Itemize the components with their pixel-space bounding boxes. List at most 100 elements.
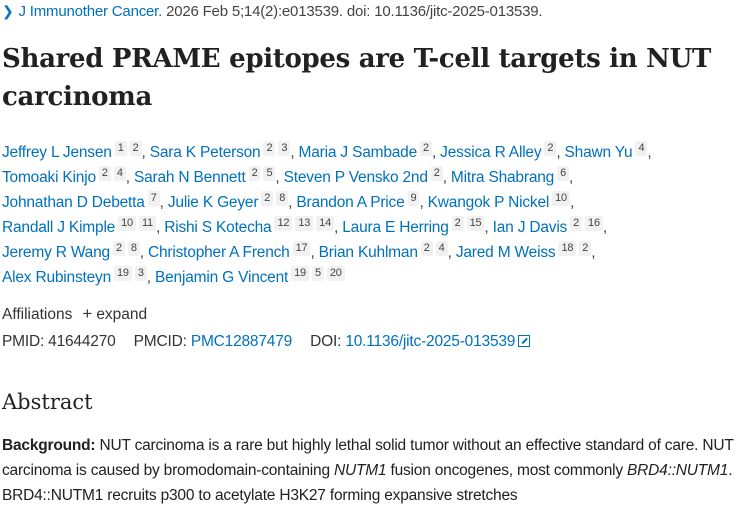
author-link[interactable]: Mitra Shabrang bbox=[450, 169, 555, 186]
author-link[interactable]: Laura E Herring bbox=[342, 219, 449, 236]
separator: , bbox=[431, 144, 441, 161]
expand-button[interactable]: expand bbox=[96, 306, 148, 323]
affiliation-ref[interactable]: 2 bbox=[129, 141, 142, 156]
author-link[interactable]: Johnathan D Debetta bbox=[2, 194, 145, 211]
affiliation-ref[interactable]: 16 bbox=[585, 216, 603, 231]
affiliation-ref[interactable]: 2 bbox=[579, 241, 592, 256]
affiliations-label: Affiliations bbox=[2, 306, 73, 323]
affiliation-ref[interactable]: 2 bbox=[261, 191, 274, 206]
separator: , bbox=[155, 219, 165, 236]
affiliation-ref[interactable]: 2 bbox=[98, 166, 111, 181]
separator: , bbox=[447, 244, 456, 261]
affiliation-ref[interactable]: 14 bbox=[316, 216, 335, 231]
affiliation-ref[interactable]: 1 bbox=[114, 141, 127, 156]
doi-label: DOI: bbox=[310, 333, 342, 350]
author-list: Jeffrey L Jensen 1 2, Sara K Peterson 2 3, M… bbox=[2, 140, 652, 290]
affiliation-ref[interactable]: 2 bbox=[248, 166, 261, 181]
author-link[interactable]: Alex Rubinsteyn bbox=[2, 269, 112, 286]
affiliation-ref[interactable]: 10 bbox=[552, 191, 570, 206]
author-line: Tomoaki Kinjo 2 4, Sarah N Bennett 2 5, Stev… bbox=[2, 165, 652, 190]
doi-link[interactable]: 10.1136/jitc-2025-013539 bbox=[345, 333, 516, 350]
author-link[interactable]: Jeffrey L Jensen bbox=[2, 144, 112, 161]
author-link[interactable]: Shawn Yu bbox=[564, 144, 633, 161]
author-link[interactable]: Sara K Peterson bbox=[149, 144, 261, 161]
affiliation-ref[interactable]: 4 bbox=[113, 166, 126, 181]
affiliation-ref[interactable]: 2 bbox=[420, 241, 433, 256]
author-link[interactable]: Tomoaki Kinjo bbox=[2, 169, 96, 186]
affiliation-ref[interactable]: 2 bbox=[263, 141, 276, 156]
affiliation-ref[interactable]: 2 bbox=[570, 216, 583, 231]
affiliation-ref[interactable]: 3 bbox=[278, 141, 291, 156]
author-link[interactable]: Kwangok P Nickel bbox=[427, 194, 550, 211]
author-line: Randall J Kimple 10 11, Rishi S Kotecha 12 1… bbox=[2, 215, 652, 240]
author-line: Jeremy R Wang 2 8, Christopher A French 17,… bbox=[2, 240, 652, 265]
author-link[interactable]: Randall J Kimple bbox=[2, 219, 116, 236]
separator: , bbox=[442, 169, 451, 186]
affiliation-ref[interactable]: 2 bbox=[420, 141, 432, 156]
affiliation-ref[interactable]: 10 bbox=[118, 216, 136, 231]
affiliation-ref[interactable]: 2 bbox=[112, 241, 125, 256]
affiliation-ref[interactable]: 19 bbox=[291, 266, 309, 281]
identifiers: PMID: 41644270 PMCID: PMC12887479 DOI: 1… bbox=[2, 333, 531, 351]
affiliation-ref[interactable]: 4 bbox=[435, 241, 448, 256]
separator: , bbox=[139, 244, 148, 261]
separator: , bbox=[591, 244, 596, 261]
affiliation-ref[interactable]: 18 bbox=[558, 241, 577, 256]
affiliation-ref[interactable]: 19 bbox=[114, 266, 132, 281]
citation: ❯ J Immunother Cancer. 2026 Feb 5;14(2):e… bbox=[2, 3, 543, 20]
author-link[interactable]: Sarah N Bennett bbox=[133, 169, 246, 186]
separator: , bbox=[569, 169, 574, 186]
separator: , bbox=[310, 244, 319, 261]
separator: , bbox=[125, 169, 134, 186]
affiliation-ref[interactable]: 15 bbox=[466, 216, 485, 231]
affiliation-ref[interactable]: 12 bbox=[274, 216, 293, 231]
author-link[interactable]: Steven P Vensko 2nd bbox=[283, 169, 428, 186]
affiliation-ref[interactable]: 4 bbox=[635, 141, 648, 156]
citation-details: 2026 Feb 5;14(2):e013539. doi: 10.1136/j… bbox=[166, 3, 543, 20]
author-link[interactable]: Jeremy R Wang bbox=[2, 244, 110, 261]
author-line: Alex Rubinsteyn 19 3, Benjamin G Vincent 19… bbox=[2, 265, 652, 290]
affiliation-ref[interactable]: 8 bbox=[276, 191, 289, 206]
affiliation-ref[interactable]: 6 bbox=[557, 166, 570, 181]
affiliation-ref[interactable]: 11 bbox=[138, 216, 156, 231]
author-link[interactable]: Brian Kuhlman bbox=[318, 244, 418, 261]
abstract-heading: Abstract bbox=[2, 390, 93, 414]
separator: , bbox=[419, 194, 428, 211]
affiliation-ref[interactable]: 9 bbox=[407, 191, 420, 206]
author-link[interactable]: Jessica R Alley bbox=[440, 144, 542, 161]
separator: , bbox=[647, 144, 652, 161]
author-line: Jeffrey L Jensen 1 2, Sara K Peterson 2 3, M… bbox=[2, 140, 652, 165]
chevron-right-icon[interactable]: ❯ bbox=[2, 3, 14, 19]
author-link[interactable]: Ian J Davis bbox=[492, 219, 568, 236]
gene-name: NUTM1 bbox=[333, 462, 387, 479]
page-title: Shared PRAME epitopes are T-cell targets… bbox=[2, 44, 711, 112]
external-link-icon[interactable] bbox=[518, 335, 531, 347]
separator: , bbox=[146, 269, 155, 286]
affiliation-ref[interactable]: 3 bbox=[134, 266, 147, 281]
affiliation-ref[interactable]: 2 bbox=[451, 216, 464, 231]
author-link[interactable]: Christopher A French bbox=[148, 244, 290, 261]
separator: , bbox=[602, 219, 607, 236]
affiliation-ref[interactable]: 5 bbox=[311, 266, 324, 281]
affiliation-ref[interactable]: 20 bbox=[326, 266, 345, 281]
pmcid-link[interactable]: PMC12887479 bbox=[190, 333, 293, 350]
plus-icon[interactable]: + bbox=[82, 304, 93, 323]
author-link[interactable]: Maria J Sambade bbox=[298, 144, 418, 161]
author-link[interactable]: Brandon A Price bbox=[296, 194, 405, 211]
affiliation-ref[interactable]: 2 bbox=[430, 166, 443, 181]
affiliation-ref[interactable]: 8 bbox=[127, 241, 140, 256]
affiliation-ref[interactable]: 17 bbox=[292, 241, 311, 256]
author-link[interactable]: Rishi S Kotecha bbox=[164, 219, 272, 236]
background-label: Background: bbox=[2, 437, 96, 454]
separator: , bbox=[569, 194, 575, 211]
author-line: Johnathan D Debetta 7, Julie K Geyer 2 8, B… bbox=[2, 190, 652, 215]
separator: , bbox=[141, 144, 150, 161]
affiliation-ref[interactable]: 13 bbox=[295, 216, 314, 231]
affiliation-ref[interactable]: 7 bbox=[147, 191, 160, 206]
author-link[interactable]: Jared M Weiss bbox=[455, 244, 556, 261]
affiliation-ref[interactable]: 2 bbox=[544, 141, 557, 156]
author-link[interactable]: Julie K Geyer bbox=[167, 194, 259, 211]
journal-link[interactable]: J Immunother Cancer. bbox=[18, 3, 163, 20]
affiliation-ref[interactable]: 5 bbox=[263, 166, 276, 181]
author-link[interactable]: Benjamin G Vincent bbox=[155, 269, 289, 286]
